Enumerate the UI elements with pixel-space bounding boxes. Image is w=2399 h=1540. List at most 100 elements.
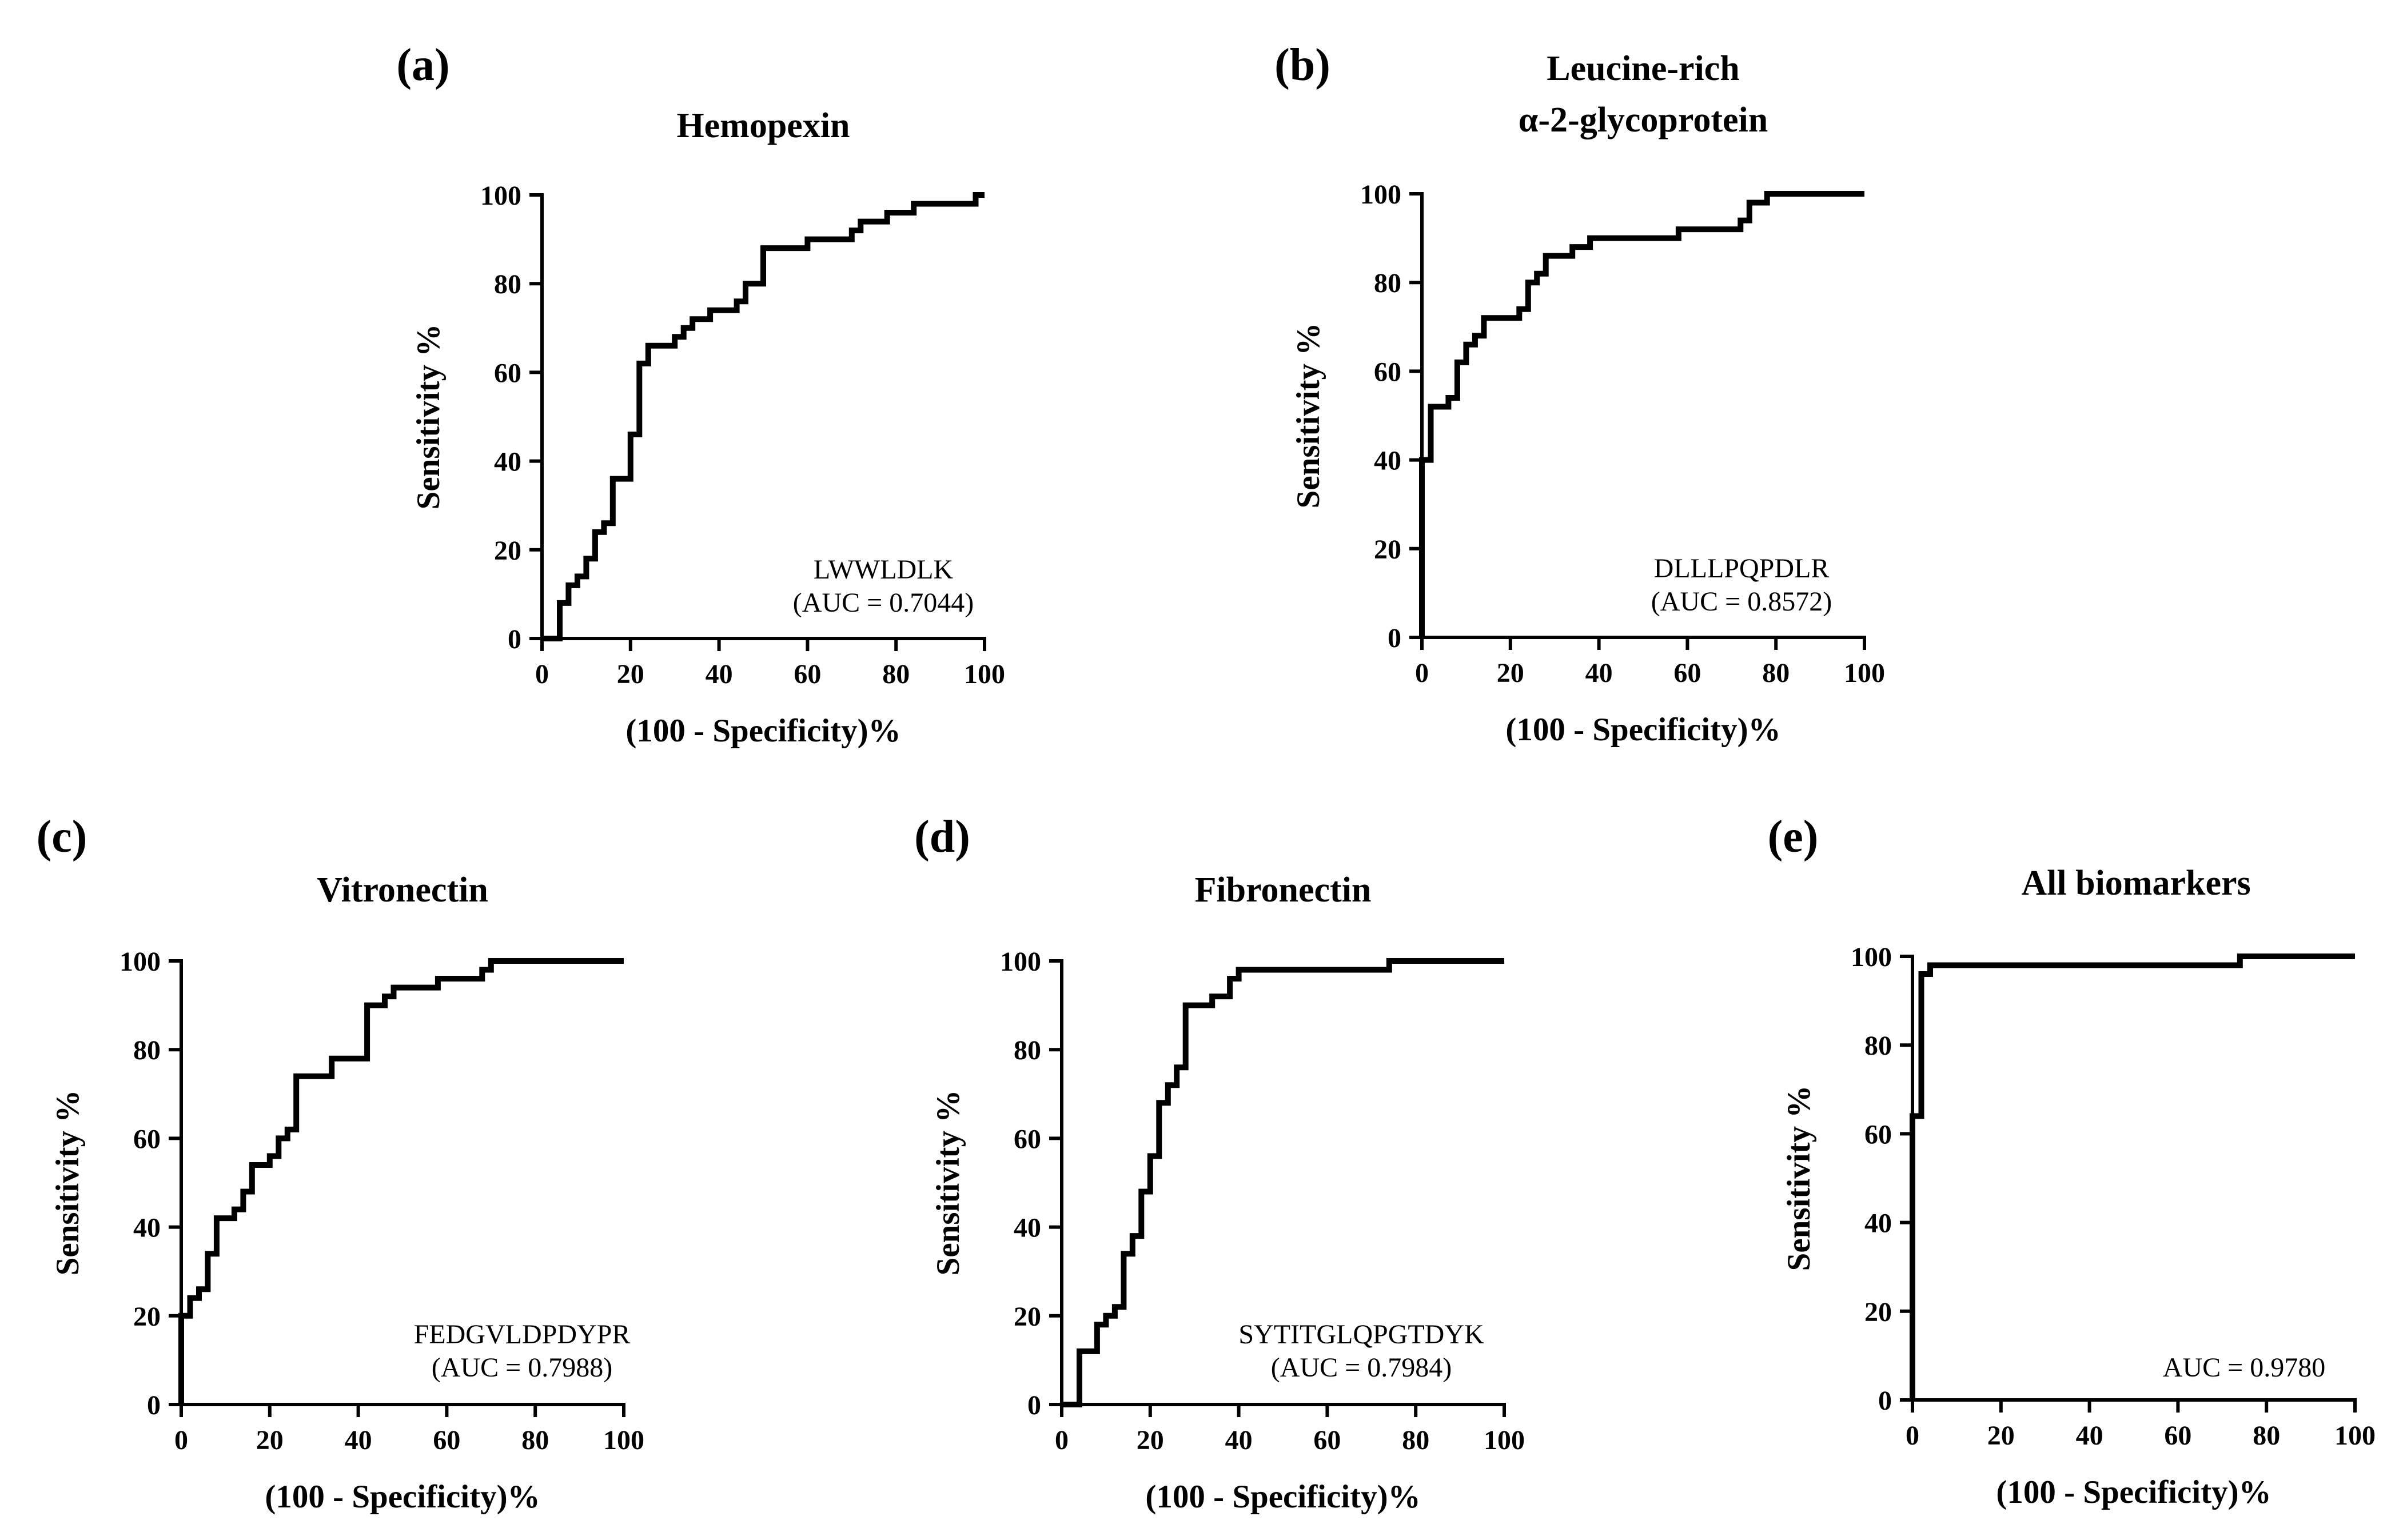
y-tick-label: 0 [147, 1390, 161, 1421]
y-tick-label: 80 [1864, 1031, 1892, 1061]
roc-curve-line [1062, 958, 1504, 1407]
y-tick-label: 20 [1864, 1297, 1892, 1327]
chart-title: Hemopexin [676, 106, 850, 145]
y-tick-label: 100 [1851, 942, 1892, 972]
auc-annotation: LWWLDLK [814, 554, 954, 585]
roc-panel-4: (d) Fibronectin 0 20 40 60 80 100 0 20 40 60 80 100 (1… [914, 812, 1525, 1515]
x-tick-label: 80 [1402, 1425, 1429, 1455]
panel-label: (b) [1274, 40, 1330, 90]
y-tick-label: 100 [480, 181, 521, 211]
auc-annotation: DLLLPQPDLR [1654, 553, 1830, 584]
chart-title: Fibronectin [1195, 871, 1372, 909]
roc-panel-2: (b) Leucine-rich α-2-glycoprotein 0 20 40 60 80… [1274, 40, 1885, 748]
x-tick-label: 100 [2334, 1421, 2376, 1451]
y-axis-label: Sensitivity % [411, 324, 447, 510]
y-tick-label: 60 [1374, 357, 1401, 387]
y-tick-label: 20 [1014, 1302, 1041, 1332]
y-tick-label: 80 [1374, 268, 1401, 298]
y-axis-label: Sensitivity % [1290, 323, 1326, 509]
roc-panel-5: (e) All biomarkers 0 20 40 60 80 100 0 20 40 60 80 10… [1768, 812, 2376, 1510]
y-tick-label: 20 [494, 536, 521, 566]
y-tick-label: 60 [133, 1124, 161, 1154]
y-tick-label: 0 [1878, 1386, 1892, 1416]
y-tick-label: 60 [1864, 1119, 1892, 1150]
x-tick-label: 60 [1673, 658, 1701, 688]
y-axis-label: Sensitivity % [1781, 1086, 1817, 1271]
x-tick-label: 0 [1055, 1425, 1069, 1455]
x-tick-label: 40 [345, 1425, 372, 1455]
x-tick-label: 0 [1415, 658, 1429, 688]
x-tick-label: 20 [617, 659, 644, 689]
x-axis-label: (100 - Specificity)% [265, 1479, 540, 1515]
x-tick-label: 0 [1906, 1421, 1919, 1451]
roc-panel-3: (c) Vitronectin 0 20 40 60 80 100 0 20 40 60 80 100 (1… [37, 812, 644, 1515]
roc-curve-line [1910, 953, 2355, 1400]
x-tick-label: 20 [1987, 1421, 2015, 1451]
chart-title: α-2-glycoprotein [1519, 101, 1768, 139]
x-tick-label: 20 [1137, 1425, 1164, 1455]
y-axis-label: Sensitivity % [930, 1090, 966, 1276]
roc-curve-line [542, 192, 985, 641]
y-tick-label: 100 [119, 947, 161, 977]
x-axis-label: (100 - Specificity)% [1996, 1474, 2271, 1510]
auc-annotation: (AUC = 0.8572) [1651, 587, 1832, 617]
x-axis-label: (100 - Specificity)% [1145, 1479, 1420, 1515]
x-tick-label: 60 [794, 659, 821, 689]
x-tick-label: 60 [1313, 1425, 1341, 1455]
auc-annotation: SYTITGLQPGTDYK [1238, 1319, 1484, 1350]
y-tick-label: 40 [133, 1213, 161, 1243]
y-tick-label: 80 [1014, 1035, 1041, 1066]
y-tick-label: 0 [1027, 1390, 1041, 1421]
x-tick-label: 80 [882, 659, 910, 689]
y-tick-label: 40 [1864, 1208, 1892, 1239]
y-tick-label: 100 [1000, 947, 1041, 977]
y-tick-label: 80 [494, 269, 521, 300]
x-tick-label: 100 [964, 659, 1005, 689]
y-tick-label: 0 [1388, 623, 1401, 653]
x-axis-label: (100 - Specificity)% [1505, 712, 1780, 748]
chart-title: All biomarkers [2021, 864, 2250, 903]
y-tick-label: 20 [1374, 534, 1401, 565]
chart-title: Leucine-rich [1547, 49, 1740, 88]
y-tick-label: 40 [494, 447, 521, 477]
x-tick-label: 100 [603, 1425, 644, 1455]
x-tick-label: 100 [1844, 658, 1885, 688]
x-tick-label: 40 [706, 659, 733, 689]
auc-annotation: (AUC = 0.7044) [793, 588, 974, 618]
x-tick-label: 60 [2164, 1421, 2191, 1451]
roc-panel-1: (a) Hemopexin 0 20 40 60 80 100 0 20 40 60 80 100 (100… [396, 40, 1005, 749]
x-tick-label: 40 [1585, 658, 1613, 688]
auc-annotation: FEDGVLDPDYPR [414, 1319, 631, 1350]
x-tick-label: 0 [535, 659, 549, 689]
panel-label: (e) [1768, 812, 1819, 862]
panel-label: (a) [396, 40, 449, 90]
x-tick-label: 40 [1225, 1425, 1253, 1455]
x-axis-label: (100 - Specificity)% [625, 713, 900, 749]
x-tick-label: 80 [1762, 658, 1790, 688]
x-tick-label: 100 [1484, 1425, 1525, 1455]
auc-annotation: (AUC = 0.7988) [432, 1353, 612, 1383]
y-tick-label: 60 [494, 358, 521, 388]
y-tick-label: 0 [508, 624, 521, 655]
x-tick-label: 80 [521, 1425, 549, 1455]
y-tick-label: 40 [1374, 446, 1401, 476]
x-tick-label: 80 [2253, 1421, 2280, 1451]
panel-label: (d) [914, 812, 970, 862]
y-tick-label: 100 [1360, 179, 1401, 210]
x-tick-label: 20 [256, 1425, 284, 1455]
roc-curve-line [1419, 191, 1864, 637]
y-tick-label: 80 [133, 1035, 161, 1066]
panel-label: (c) [37, 812, 87, 862]
x-tick-label: 0 [174, 1425, 188, 1455]
auc-annotation: (AUC = 0.7984) [1271, 1353, 1452, 1383]
auc-annotation: AUC = 0.9780 [2163, 1353, 2325, 1383]
y-tick-label: 40 [1014, 1213, 1041, 1243]
chart-title: Vitronectin [317, 871, 488, 909]
x-tick-label: 40 [2076, 1421, 2103, 1451]
x-tick-label: 20 [1497, 658, 1524, 688]
x-tick-label: 60 [433, 1425, 460, 1455]
roc-curve-line [178, 958, 624, 1405]
y-axis-label: Sensitivity % [50, 1090, 86, 1276]
y-tick-label: 60 [1014, 1124, 1041, 1154]
